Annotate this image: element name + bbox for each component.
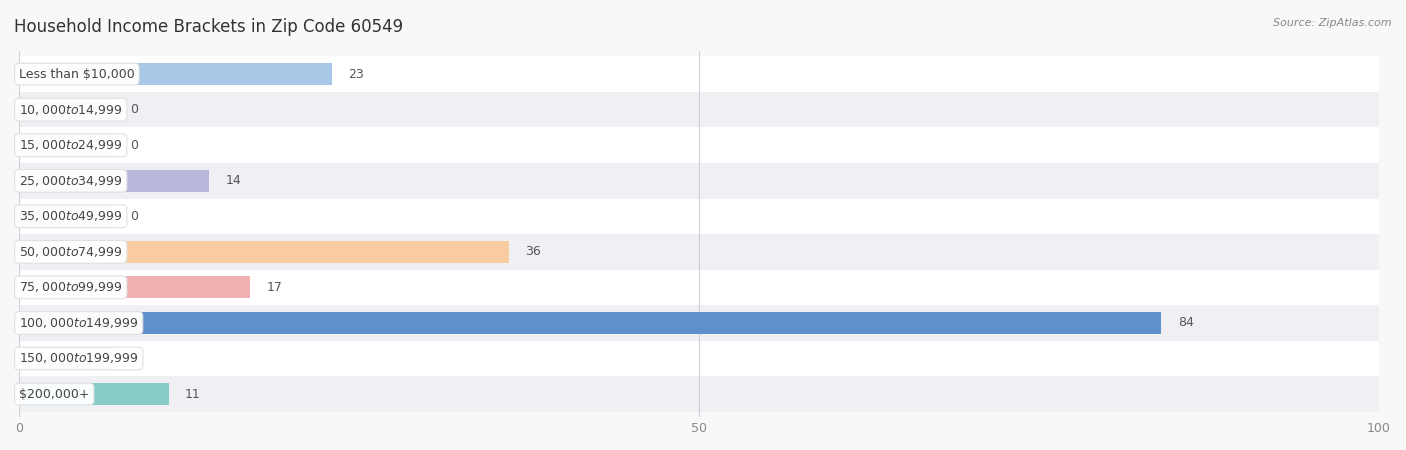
Circle shape <box>10 351 15 366</box>
Bar <box>20 92 1379 127</box>
Text: $200,000+: $200,000+ <box>20 387 90 400</box>
Text: 23: 23 <box>349 68 364 81</box>
Bar <box>20 376 1379 412</box>
Circle shape <box>10 173 15 189</box>
Circle shape <box>10 315 15 331</box>
Text: 0: 0 <box>131 139 139 152</box>
Bar <box>20 56 1379 92</box>
Text: Source: ZipAtlas.com: Source: ZipAtlas.com <box>1274 18 1392 28</box>
Bar <box>20 205 114 227</box>
Bar <box>20 134 114 156</box>
Text: $150,000 to $199,999: $150,000 to $199,999 <box>20 351 138 365</box>
Text: Less than $10,000: Less than $10,000 <box>20 68 135 81</box>
Text: $10,000 to $14,999: $10,000 to $14,999 <box>20 103 122 117</box>
Bar <box>20 312 1161 334</box>
Text: $25,000 to $34,999: $25,000 to $34,999 <box>20 174 122 188</box>
Text: 0: 0 <box>131 210 139 223</box>
Circle shape <box>10 102 15 117</box>
Circle shape <box>10 66 15 82</box>
Text: Household Income Brackets in Zip Code 60549: Household Income Brackets in Zip Code 60… <box>14 18 404 36</box>
Text: 17: 17 <box>267 281 283 294</box>
Text: $35,000 to $49,999: $35,000 to $49,999 <box>20 209 122 223</box>
Text: $15,000 to $24,999: $15,000 to $24,999 <box>20 138 122 152</box>
Bar <box>20 270 1379 305</box>
Circle shape <box>10 208 15 224</box>
Bar <box>20 99 114 121</box>
Text: $75,000 to $99,999: $75,000 to $99,999 <box>20 280 122 294</box>
Circle shape <box>10 279 15 295</box>
Text: 0: 0 <box>131 103 139 116</box>
Text: 11: 11 <box>186 387 201 400</box>
Text: 84: 84 <box>1178 316 1194 329</box>
Bar <box>20 198 1379 234</box>
Text: $50,000 to $74,999: $50,000 to $74,999 <box>20 245 122 259</box>
Bar <box>20 241 509 263</box>
Bar <box>20 163 1379 198</box>
Bar <box>20 305 1379 341</box>
Bar <box>20 383 169 405</box>
Text: $100,000 to $149,999: $100,000 to $149,999 <box>20 316 138 330</box>
Text: 14: 14 <box>226 174 242 187</box>
Circle shape <box>10 386 15 402</box>
Bar <box>20 170 209 192</box>
Bar <box>20 347 114 369</box>
Circle shape <box>10 137 15 153</box>
Circle shape <box>10 244 15 260</box>
Bar <box>20 127 1379 163</box>
Bar <box>20 234 1379 270</box>
Bar <box>20 276 250 298</box>
Bar <box>20 63 332 85</box>
Text: 0: 0 <box>131 352 139 365</box>
Bar <box>20 341 1379 376</box>
Text: 36: 36 <box>524 245 541 258</box>
